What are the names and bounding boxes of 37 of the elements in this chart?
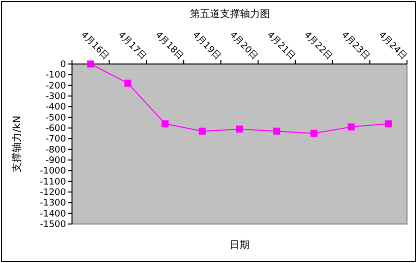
point	[162, 120, 169, 128]
point	[384, 120, 392, 128]
y-tick-label: -1100	[40, 177, 66, 188]
y-tick-label: -1200	[40, 188, 66, 198]
x-tick-label: 4月18日	[153, 30, 186, 62]
point	[87, 60, 94, 68]
point	[236, 126, 243, 133]
x-tick-label: 4月24日	[376, 30, 408, 62]
y-tick-label: -300	[46, 92, 66, 102]
y-tick-label: -1300	[40, 198, 66, 209]
x-tick-label: 4月23日	[339, 30, 372, 62]
y-tick-label: -200	[46, 81, 66, 92]
x-tick-label: 4月21日	[264, 30, 297, 62]
chart-title: 第五道支撑轴力图	[190, 8, 270, 20]
y-tick-label: -700	[46, 134, 66, 145]
y-tick-label: -600	[46, 124, 66, 134]
point	[198, 128, 206, 135]
y-tick-label: -1000	[40, 166, 66, 177]
point	[310, 130, 318, 137]
x-tick-label: 4月19日	[190, 30, 222, 62]
y-tick-label: -100	[46, 70, 66, 81]
point	[348, 123, 355, 130]
y-tick-label: -900	[46, 156, 66, 166]
point	[273, 128, 280, 135]
y-tick-label: -400	[46, 102, 66, 113]
y-tick-label: -800	[46, 145, 66, 156]
x-tick-label: 4月22日	[302, 30, 334, 62]
y-tick-label: -1400	[40, 209, 66, 220]
point	[124, 80, 132, 87]
y-tick-label: 0	[60, 60, 66, 70]
y-tick-label: -1500	[40, 220, 66, 230]
x-axis-title: 日期	[230, 239, 250, 251]
y-axis-title: 支撑轴力/kN	[11, 116, 23, 172]
x-tick-label: 4月20日	[227, 30, 260, 62]
x-tick-label: 4月17日	[116, 30, 148, 62]
x-tick-label: 4月16日	[78, 30, 111, 62]
y-tick-label: -500	[46, 113, 66, 124]
